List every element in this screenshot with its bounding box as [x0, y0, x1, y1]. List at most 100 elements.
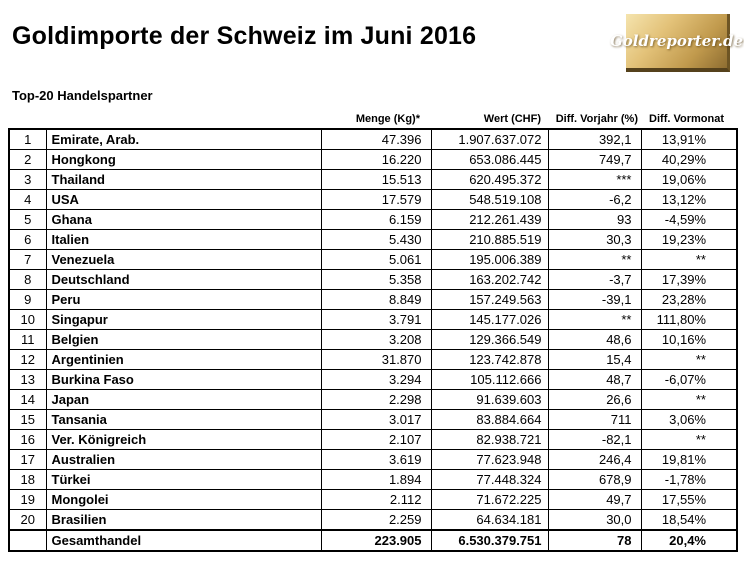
menge-cell: 5.061	[320, 249, 432, 270]
country-cell: Australien	[45, 449, 322, 470]
rank-cell: 6	[8, 229, 47, 250]
menge-cell: 6.159	[320, 209, 432, 230]
menge-cell: 2.112	[320, 489, 432, 510]
menge-cell: 16.220	[320, 149, 432, 170]
rank-cell: 4	[8, 189, 47, 210]
country-cell: USA	[45, 189, 322, 210]
diff-vorjahr-cell: 49,7	[547, 489, 642, 510]
diff-vormonat-cell: 17,55%	[640, 489, 738, 510]
diff-vormonat-cell: 17,39%	[640, 269, 738, 290]
country-cell: Tansania	[45, 409, 322, 430]
country-cell: Mongolei	[45, 489, 322, 510]
table-row: 14 Japan 2.298 91.639.603 26,6 **	[8, 389, 738, 410]
country-cell: Deutschland	[45, 269, 322, 290]
rank-cell: 3	[8, 169, 47, 190]
country-cell: Ver. Königreich	[45, 429, 322, 450]
wert-cell: 163.202.742	[430, 269, 549, 290]
country-cell: Italien	[45, 229, 322, 250]
country-cell: Venezuela	[45, 249, 322, 270]
wert-cell: 653.086.445	[430, 149, 549, 170]
diff-vorjahr-cell: 749,7	[547, 149, 642, 170]
wert-cell: 129.366.549	[430, 329, 549, 350]
diff-vorjahr-cell: 246,4	[547, 449, 642, 470]
total-label-cell: Gesamthandel	[45, 529, 322, 552]
total-diff-vorjahr-cell: 78	[547, 529, 642, 552]
table-row: 16 Ver. Königreich 2.107 82.938.721 -82,…	[8, 429, 738, 450]
rank-cell: 17	[8, 449, 47, 470]
table-subtitle: Top-20 Handelspartner	[12, 88, 153, 103]
menge-cell: 2.107	[320, 429, 432, 450]
wert-cell: 548.519.108	[430, 189, 549, 210]
table-row: 5 Ghana 6.159 212.261.439 93 -4,59%	[8, 209, 738, 230]
column-header-menge: Menge (Kg)*	[355, 113, 420, 125]
column-header-wert: Wert (CHF)	[483, 113, 541, 125]
menge-cell: 3.619	[320, 449, 432, 470]
diff-vorjahr-cell: ***	[547, 169, 642, 190]
diff-vormonat-cell: 10,16%	[640, 329, 738, 350]
wert-cell: 620.495.372	[430, 169, 549, 190]
diff-vorjahr-cell: 26,6	[547, 389, 642, 410]
table-footer: Gesamthandel 223.905 6.530.379.751 78 20…	[8, 529, 738, 552]
total-wert-cell: 6.530.379.751	[430, 529, 549, 552]
rank-cell: 8	[8, 269, 47, 290]
diff-vorjahr-cell: 48,6	[547, 329, 642, 350]
table-row: 15 Tansania 3.017 83.884.664 711 3,06%	[8, 409, 738, 430]
diff-vormonat-cell: 23,28%	[640, 289, 738, 310]
diff-vormonat-cell: 111,80%	[640, 309, 738, 330]
wert-cell: 145.177.026	[430, 309, 549, 330]
diff-vormonat-cell: 19,23%	[640, 229, 738, 250]
total-row: Gesamthandel 223.905 6.530.379.751 78 20…	[8, 529, 738, 552]
diff-vormonat-cell: **	[640, 349, 738, 370]
column-headers: Menge (Kg)* Wert (CHF) Diff. Vorjahr (%)…	[8, 113, 736, 125]
menge-cell: 2.259	[320, 509, 432, 531]
rank-cell: 2	[8, 149, 47, 170]
rank-cell: 16	[8, 429, 47, 450]
table-row: 11 Belgien 3.208 129.366.549 48,6 10,16%	[8, 329, 738, 350]
country-cell: Emirate, Arab.	[45, 128, 322, 150]
diff-vormonat-cell: **	[640, 249, 738, 270]
rank-cell: 19	[8, 489, 47, 510]
diff-vormonat-cell: 13,12%	[640, 189, 738, 210]
table-row: 6 Italien 5.430 210.885.519 30,3 19,23%	[8, 229, 738, 250]
rank-cell: 13	[8, 369, 47, 390]
diff-vorjahr-cell: 48,7	[547, 369, 642, 390]
country-cell: Ghana	[45, 209, 322, 230]
rank-cell: 1	[8, 128, 47, 150]
menge-cell: 17.579	[320, 189, 432, 210]
total-rank-cell	[8, 529, 47, 552]
wert-cell: 123.742.878	[430, 349, 549, 370]
menge-cell: 2.298	[320, 389, 432, 410]
country-cell: Türkei	[45, 469, 322, 490]
rank-cell: 12	[8, 349, 47, 370]
country-cell: Japan	[45, 389, 322, 410]
rank-cell: 10	[8, 309, 47, 330]
rank-cell: 15	[8, 409, 47, 430]
wert-cell: 105.112.666	[430, 369, 549, 390]
wert-cell: 71.672.225	[430, 489, 549, 510]
column-header-spacer	[8, 113, 320, 125]
diff-vormonat-cell: 19,81%	[640, 449, 738, 470]
header: Goldimporte der Schweiz im Juni 2016 Gol…	[8, 8, 743, 72]
menge-cell: 47.396	[320, 128, 432, 150]
table-body: 1 Emirate, Arab. 47.396 1.907.637.072 39…	[8, 128, 738, 531]
diff-vorjahr-cell: -39,1	[547, 289, 642, 310]
menge-cell: 5.430	[320, 229, 432, 250]
column-header-diff-vorjahr: Diff. Vorjahr (%)	[555, 113, 638, 125]
wert-cell: 157.249.563	[430, 289, 549, 310]
table-row: 4 USA 17.579 548.519.108 -6,2 13,12%	[8, 189, 738, 210]
diff-vorjahr-cell: 392,1	[547, 128, 642, 150]
diff-vormonat-cell: -1,78%	[640, 469, 738, 490]
diff-vorjahr-cell: 93	[547, 209, 642, 230]
menge-cell: 15.513	[320, 169, 432, 190]
rank-cell: 18	[8, 469, 47, 490]
menge-cell: 1.894	[320, 469, 432, 490]
menge-cell: 3.017	[320, 409, 432, 430]
table-row: 20 Brasilien 2.259 64.634.181 30,0 18,54…	[8, 509, 738, 531]
diff-vormonat-cell: 18,54%	[640, 509, 738, 531]
column-header-diff-vormonat: Diff. Vormonat	[649, 113, 724, 125]
gold-imports-table: 1 Emirate, Arab. 47.396 1.907.637.072 39…	[8, 128, 738, 552]
diff-vormonat-cell: **	[640, 389, 738, 410]
wert-cell: 210.885.519	[430, 229, 549, 250]
country-cell: Thailand	[45, 169, 322, 190]
